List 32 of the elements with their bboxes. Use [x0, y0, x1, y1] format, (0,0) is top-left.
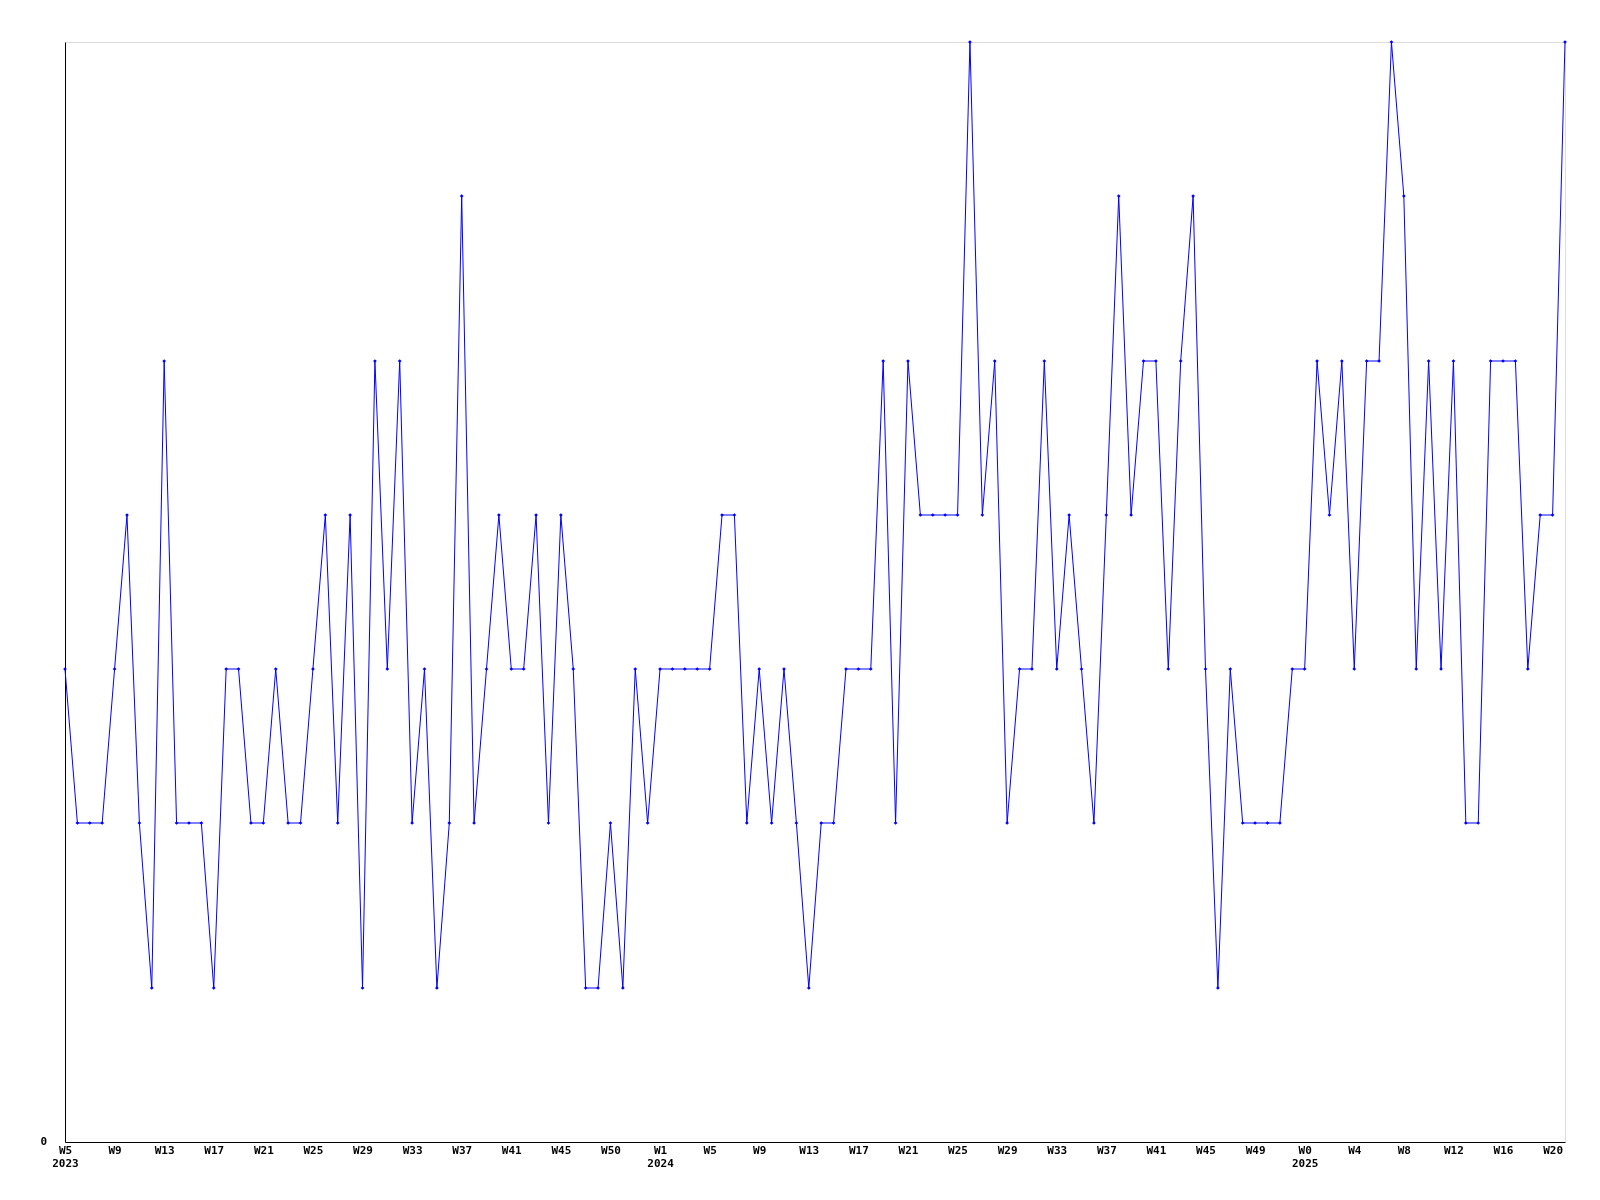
x-tick-label: W45	[551, 1143, 572, 1157]
x-tick-label: W49	[1245, 1143, 1266, 1157]
text: 0	[40, 1135, 47, 1148]
x-tick-label: W33	[402, 1143, 423, 1157]
x-tick-label: W9	[108, 1143, 122, 1157]
x-tick-label: W37	[452, 1143, 473, 1157]
x-tick-label: W17	[848, 1143, 869, 1157]
x-tick-label: W5 2023	[52, 1143, 79, 1170]
x-tick-label: W16	[1493, 1143, 1514, 1157]
x-tick-label: W13	[154, 1143, 175, 1157]
x-tick-label: W5	[703, 1143, 717, 1157]
x-tick-label: W50	[601, 1143, 621, 1157]
x-tick-label: W21	[898, 1143, 919, 1157]
x-tick-label: W0 2025	[1291, 1143, 1319, 1170]
x-tick-label: W33	[1047, 1143, 1068, 1157]
x-tick-label: W13	[799, 1143, 820, 1157]
x-tick-label: W41	[1146, 1143, 1167, 1157]
x-tick-label: W4	[1348, 1143, 1362, 1157]
x-tick-label: W29	[997, 1143, 1018, 1157]
x-tick-label: W1 2024	[647, 1143, 675, 1170]
x-tick-label: W21	[253, 1143, 275, 1157]
x-tick-label: W12	[1443, 1143, 1464, 1157]
x-tick-label: W29	[353, 1143, 373, 1157]
x-tick-label: W9	[753, 1143, 767, 1157]
x-tick-label: W37	[1096, 1143, 1117, 1157]
x-tick-label: W25	[303, 1143, 324, 1157]
x-tick-label: W8	[1397, 1143, 1411, 1157]
x-tick-label: W41	[501, 1143, 523, 1157]
x-tick-label: W17	[204, 1143, 225, 1157]
x-tick-label: W20	[1543, 1143, 1564, 1157]
x-tick-label: W25	[948, 1143, 968, 1157]
x-tick-label: W45	[1196, 1143, 1216, 1157]
